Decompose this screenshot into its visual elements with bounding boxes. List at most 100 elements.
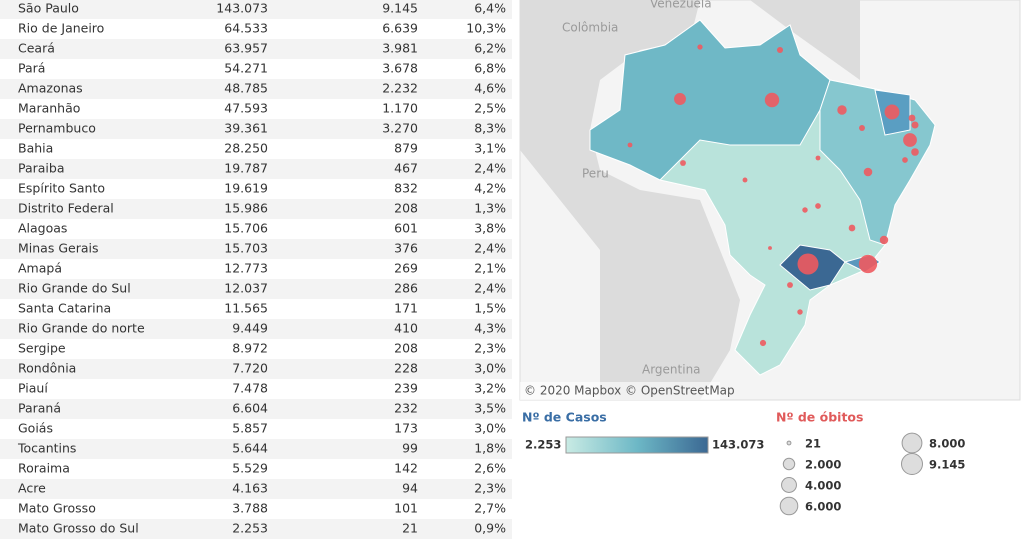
death-bubble bbox=[815, 155, 821, 161]
rate: 3,0% bbox=[474, 361, 506, 376]
state-name: Alagoas bbox=[18, 221, 67, 236]
death-bubble bbox=[680, 160, 686, 166]
death-bubble bbox=[903, 133, 917, 147]
deaths: 376 bbox=[394, 241, 418, 256]
deaths: 94 bbox=[402, 481, 418, 496]
death-bubble bbox=[768, 246, 772, 250]
deaths: 286 bbox=[394, 281, 418, 296]
state-name: Roraima bbox=[18, 461, 70, 476]
death-bubble bbox=[837, 105, 847, 115]
row-bg bbox=[0, 199, 512, 219]
death-bubble bbox=[879, 235, 889, 245]
cases: 63.957 bbox=[224, 41, 268, 56]
state-name: Tocantins bbox=[17, 441, 76, 456]
deaths: 232 bbox=[394, 401, 418, 416]
rate: 0,9% bbox=[474, 521, 506, 536]
cases: 15.706 bbox=[224, 221, 268, 236]
legend-title: Nº de óbitos bbox=[776, 410, 863, 425]
row-bg bbox=[0, 439, 512, 459]
cases: 4.163 bbox=[232, 481, 268, 496]
death-bubble bbox=[742, 177, 748, 183]
legend-circle bbox=[901, 432, 923, 454]
legend-max: 143.073 bbox=[712, 438, 764, 452]
deaths: 601 bbox=[394, 221, 418, 236]
cases: 47.593 bbox=[224, 101, 268, 116]
state-name: Mato Grosso bbox=[18, 501, 96, 516]
legend-circle bbox=[781, 477, 797, 493]
legend-circle bbox=[782, 457, 796, 471]
deaths: 171 bbox=[394, 301, 418, 316]
legend-label: 9.145 bbox=[929, 458, 965, 472]
cases: 48.785 bbox=[224, 81, 268, 96]
state-name: Rio de Janeiro bbox=[18, 21, 104, 36]
state-name: Amapá bbox=[18, 261, 62, 276]
deaths: 1.170 bbox=[382, 101, 418, 116]
cases: 2.253 bbox=[232, 521, 268, 536]
cases: 5.529 bbox=[232, 461, 268, 476]
death-bubble bbox=[902, 157, 908, 163]
rate: 2,3% bbox=[474, 341, 506, 356]
state-name: Pernambuco bbox=[18, 121, 96, 136]
death-bubble bbox=[908, 114, 916, 122]
legend-label: 21 bbox=[805, 437, 821, 451]
deaths: 142 bbox=[394, 461, 418, 476]
deaths: 208 bbox=[394, 201, 418, 216]
map-label: Peru bbox=[582, 167, 609, 181]
deaths: 410 bbox=[394, 321, 418, 336]
row-bg bbox=[0, 159, 512, 179]
state-name: Rio Grande do norte bbox=[18, 321, 145, 336]
death-bubble bbox=[797, 309, 803, 315]
cases: 5.644 bbox=[232, 441, 268, 456]
deaths: 832 bbox=[394, 181, 418, 196]
rate: 2,4% bbox=[474, 281, 506, 296]
death-bubble bbox=[848, 224, 856, 232]
cases: 143.073 bbox=[216, 1, 268, 16]
deaths: 467 bbox=[394, 161, 418, 176]
cases: 15.986 bbox=[224, 201, 268, 216]
state-name: Bahia bbox=[18, 141, 53, 156]
legend-title: Nº de Casos bbox=[522, 410, 607, 425]
cases: 6.604 bbox=[232, 401, 268, 416]
deaths: 228 bbox=[394, 361, 418, 376]
rate: 3,1% bbox=[474, 141, 506, 156]
cases: 12.037 bbox=[224, 281, 268, 296]
rate: 3,5% bbox=[474, 401, 506, 416]
cases: 5.857 bbox=[232, 421, 268, 436]
row-bg bbox=[0, 319, 512, 339]
deaths: 208 bbox=[394, 341, 418, 356]
death-bubble bbox=[787, 282, 793, 288]
rate: 8,3% bbox=[474, 121, 506, 136]
rate: 4,3% bbox=[474, 321, 506, 336]
state-name: Rio Grande do Sul bbox=[18, 281, 131, 296]
state-name: Pará bbox=[18, 61, 45, 76]
deaths: 6.639 bbox=[382, 21, 418, 36]
state-name: Minas Gerais bbox=[18, 241, 99, 256]
legend-circle bbox=[901, 453, 923, 475]
deaths: 3.270 bbox=[382, 121, 418, 136]
attribution-bg bbox=[520, 382, 720, 400]
legend-gradient bbox=[565, 436, 709, 454]
legend-label: 6.000 bbox=[805, 500, 841, 514]
rate: 1,5% bbox=[474, 301, 506, 316]
row-bg bbox=[0, 359, 512, 379]
cases: 15.703 bbox=[224, 241, 268, 256]
legend-deaths: 21 2.000 4.000 6.000 8.000 9.145 bbox=[779, 432, 965, 516]
land bbox=[750, 0, 860, 80]
state-name: Paraná bbox=[18, 401, 61, 416]
rate: 4,6% bbox=[474, 81, 506, 96]
rate: 1,8% bbox=[474, 441, 506, 456]
rate: 2,4% bbox=[474, 161, 506, 176]
cases: 7.720 bbox=[232, 361, 268, 376]
rate: 3,2% bbox=[474, 381, 506, 396]
state-name: Goiás bbox=[18, 421, 53, 436]
state-name: Piauí bbox=[18, 381, 48, 396]
region-north bbox=[589, 19, 831, 181]
rate: 4,2% bbox=[474, 181, 506, 196]
state-name: Rondônia bbox=[18, 361, 76, 376]
cases: 64.533 bbox=[224, 21, 268, 36]
state-name: Distrito Federal bbox=[18, 201, 114, 216]
rate: 3,8% bbox=[474, 221, 506, 236]
legend-label: 2.000 bbox=[805, 458, 841, 472]
attribution: © 2020 Mapbox © OpenStreetMap bbox=[524, 384, 735, 398]
